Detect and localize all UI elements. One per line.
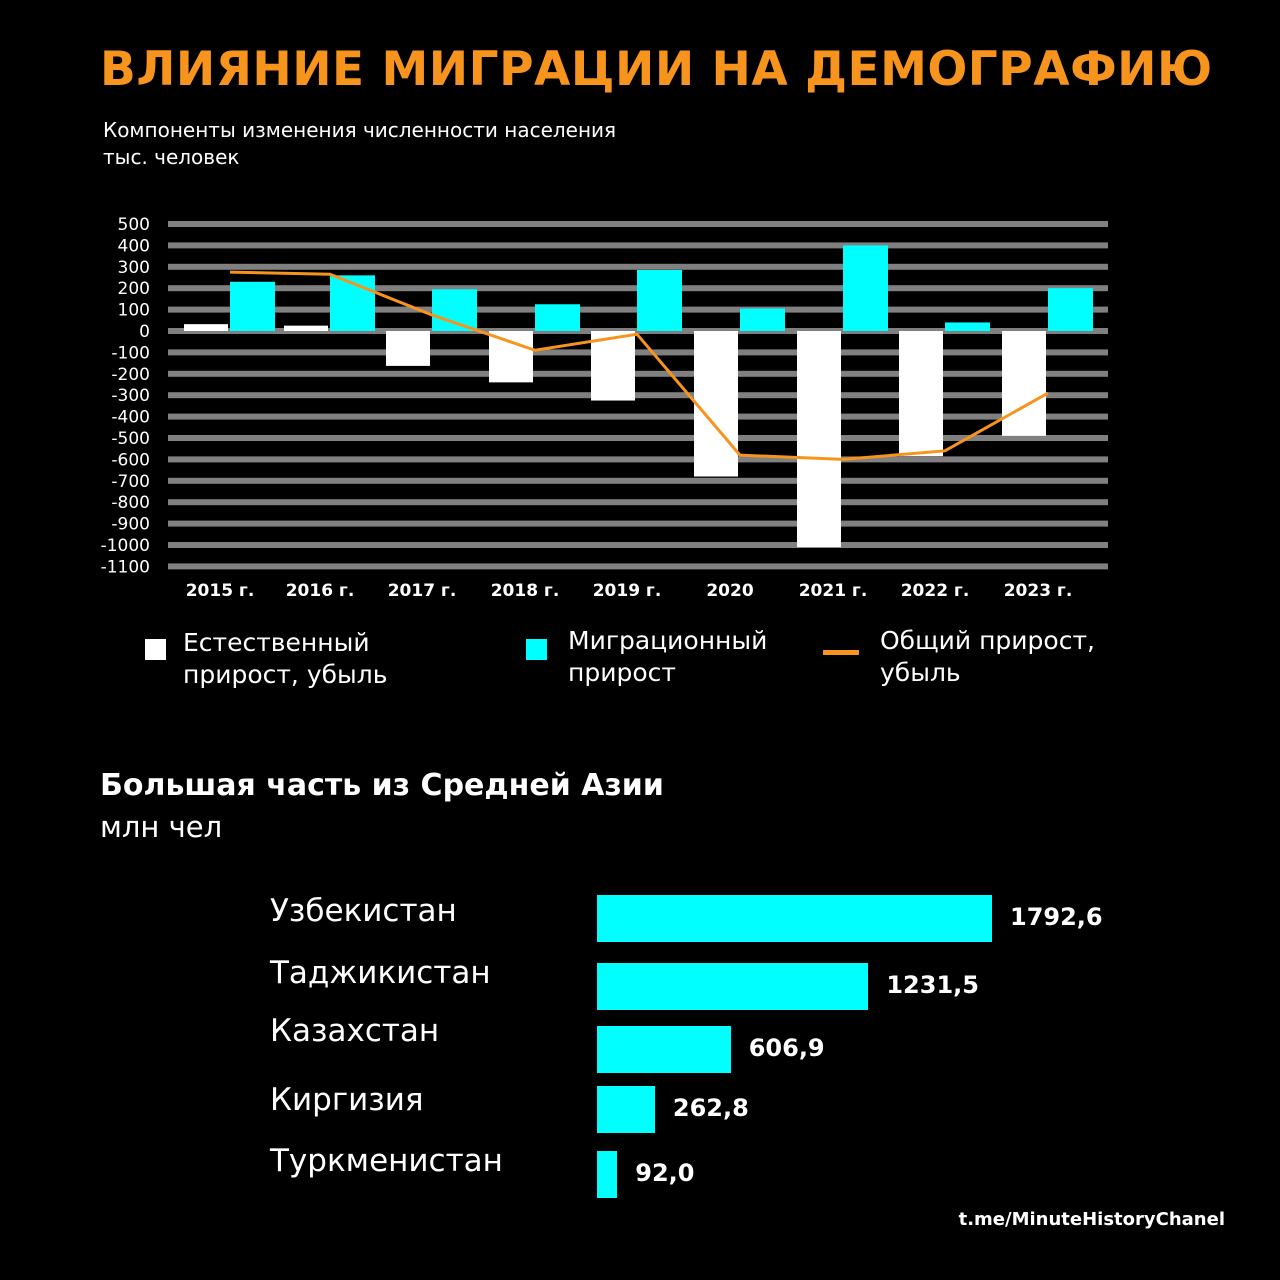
country-value: 606,9 bbox=[748, 1034, 825, 1062]
y-tick-label: -800 bbox=[111, 493, 150, 513]
country-label: Киргизия bbox=[270, 1082, 424, 1118]
y-tick-label: -200 bbox=[111, 365, 150, 385]
gridline bbox=[168, 413, 1108, 420]
bar-migration bbox=[432, 289, 477, 331]
y-tick-label: 0 bbox=[139, 322, 150, 342]
bar-natural bbox=[899, 331, 943, 457]
gridline bbox=[168, 542, 1108, 548]
country-bar bbox=[597, 963, 869, 1010]
legend-total: Общий прирост, убыль bbox=[880, 626, 1095, 687]
gridline bbox=[168, 370, 1108, 377]
y-tick-label: -700 bbox=[111, 472, 150, 492]
bar-natural bbox=[386, 331, 430, 366]
country-bar bbox=[597, 1086, 655, 1133]
gridline bbox=[168, 242, 1108, 249]
gridline bbox=[168, 499, 1108, 506]
bar-natural bbox=[284, 325, 328, 331]
population-components-chart: 5004003002001000-100-200-300-400-500-600… bbox=[101, 215, 1108, 601]
y-tick-label: -600 bbox=[111, 450, 150, 470]
bar-migration bbox=[945, 322, 990, 331]
y-tick-label: 200 bbox=[118, 279, 150, 299]
gridline bbox=[168, 456, 1108, 463]
x-tick-label: 2019 г. bbox=[593, 581, 662, 601]
bar-natural bbox=[797, 331, 841, 548]
bar-natural bbox=[184, 324, 228, 331]
country-label: Туркменистан bbox=[270, 1143, 503, 1179]
country-value: 1792,6 bbox=[1010, 903, 1103, 931]
gridline bbox=[168, 263, 1108, 270]
gridline bbox=[168, 221, 1108, 227]
bar-migration bbox=[740, 308, 785, 331]
y-tick-label: 100 bbox=[118, 301, 150, 321]
gridline bbox=[168, 392, 1108, 399]
country-bar bbox=[597, 895, 992, 942]
section-title: Большая часть из Средней Азии bbox=[100, 768, 664, 803]
country-label: Казахстан bbox=[270, 1013, 440, 1049]
gridline bbox=[168, 435, 1108, 441]
legend-migration: Миграционный прирост bbox=[568, 626, 768, 687]
legend-swatch-natural bbox=[145, 639, 166, 660]
country-value: 262,8 bbox=[672, 1094, 749, 1122]
bar-migration bbox=[843, 245, 888, 331]
chart-title: Компоненты изменения численности населен… bbox=[103, 118, 617, 142]
x-tick-label: 2023 г. bbox=[1004, 581, 1073, 601]
section-subtitle: млн чел bbox=[100, 810, 223, 844]
x-tick-label: 2022 г. bbox=[901, 581, 970, 601]
bar-migration bbox=[1048, 288, 1093, 331]
y-tick-label: -1000 bbox=[101, 536, 150, 556]
line-total bbox=[229, 270, 1049, 461]
gridline bbox=[168, 349, 1108, 356]
country-bar bbox=[597, 1151, 618, 1198]
bar-migration bbox=[637, 270, 682, 331]
y-tick-label: 300 bbox=[118, 258, 150, 278]
legend-swatch-total bbox=[823, 650, 859, 655]
bar-natural bbox=[694, 331, 738, 477]
x-tick-label: 2017 г. bbox=[388, 581, 457, 601]
country-label: Таджикистан bbox=[270, 955, 491, 991]
x-tick-label: 2020 bbox=[706, 581, 753, 601]
gridline bbox=[168, 477, 1108, 484]
legend-natural: Естественный прирост, убыль bbox=[183, 628, 388, 689]
chart-subtitle: тыс. человек bbox=[103, 145, 240, 169]
bar-migration bbox=[230, 281, 275, 331]
bar-natural bbox=[489, 331, 533, 383]
legend-swatch-migration bbox=[526, 639, 547, 660]
x-tick-label: 2021 г. bbox=[799, 581, 868, 601]
bar-natural bbox=[591, 331, 635, 401]
y-tick-label: -900 bbox=[111, 515, 150, 535]
y-tick-label: -300 bbox=[111, 386, 150, 406]
y-tick-label: -500 bbox=[111, 429, 150, 449]
country-label: Узбекистан bbox=[270, 893, 457, 929]
bar-migration bbox=[535, 304, 580, 331]
country-bar bbox=[597, 1026, 731, 1073]
y-tick-label: -100 bbox=[111, 343, 150, 363]
country-value: 1231,5 bbox=[886, 971, 979, 999]
y-tick-label: 500 bbox=[118, 215, 150, 235]
x-tick-label: 2015 г. bbox=[186, 581, 255, 601]
y-tick-label: 400 bbox=[118, 236, 150, 256]
x-tick-label: 2018 г. bbox=[491, 581, 560, 601]
source-link[interactable]: t.me/MinuteHistoryChanel bbox=[958, 1209, 1225, 1230]
gridline bbox=[168, 520, 1108, 527]
page-title: ВЛИЯНИЕ МИГРАЦИИ НА ДЕМОГРАФИЮ bbox=[100, 42, 1213, 97]
gridline bbox=[168, 563, 1108, 570]
bar-natural bbox=[1002, 331, 1046, 436]
country-value: 92,0 bbox=[635, 1159, 695, 1187]
x-tick-label: 2016 г. bbox=[286, 581, 355, 601]
y-tick-label: -400 bbox=[111, 408, 150, 428]
y-tick-label: -1100 bbox=[101, 557, 150, 577]
